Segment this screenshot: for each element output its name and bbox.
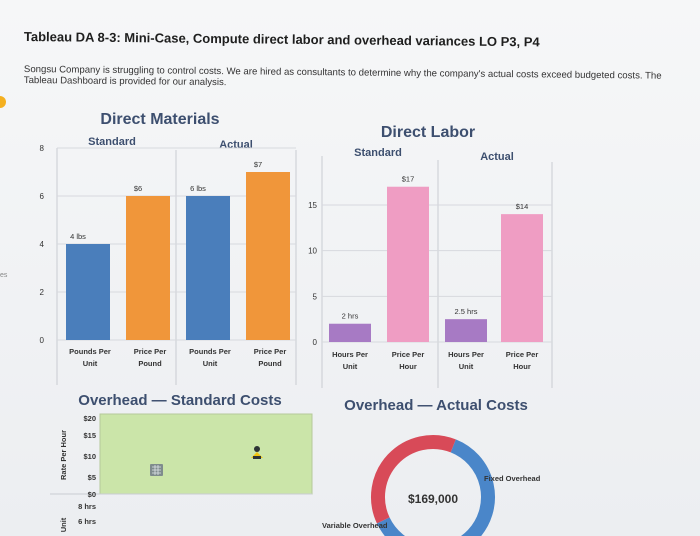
dm-y-tick: 8 bbox=[40, 144, 45, 153]
dl-y-tick: 0 bbox=[313, 338, 318, 347]
dm-data-label: $7 bbox=[254, 160, 262, 169]
ohs-y-label: Rate Per Hour bbox=[59, 430, 68, 480]
direct-materials-chart: Direct Materials Standard Actual 8 6 4 2 0 4… bbox=[40, 111, 297, 385]
ohs-y-tick: $5 bbox=[88, 473, 96, 482]
ohs-y-label-bottom: Unit bbox=[59, 517, 68, 532]
dm-x-label: Price Per bbox=[254, 347, 287, 356]
dm-data-label: $6 bbox=[134, 184, 142, 193]
ohs-y-tick: $15 bbox=[83, 431, 96, 440]
worker-icon bbox=[251, 446, 263, 459]
oha-slice bbox=[371, 435, 456, 524]
dm-data-label: 6 lbs bbox=[190, 184, 206, 193]
dl-x-label-line2: Unit bbox=[343, 362, 358, 371]
overhead-standard-chart: Overhead — Standard Costs Rate Per Hour … bbox=[50, 392, 313, 532]
ohs-y-tick: $10 bbox=[83, 452, 96, 461]
dl-x-label: Hours Per bbox=[448, 350, 484, 359]
dm-y-tick: 4 bbox=[40, 240, 45, 249]
dm-bar bbox=[246, 172, 290, 340]
dm-bar bbox=[126, 196, 170, 340]
dm-y-tick: 2 bbox=[40, 288, 45, 297]
oha-legend-fixed: Fixed Overhead bbox=[484, 474, 541, 483]
dl-bar bbox=[445, 319, 487, 342]
oha-legend-variable: Variable Overhead bbox=[322, 521, 388, 530]
dl-y-axis: 15 10 5 0 bbox=[308, 201, 317, 347]
dl-y-tick: 5 bbox=[313, 292, 318, 301]
dm-x-label-line2: Pound bbox=[138, 359, 162, 368]
dl-x-label: Hours Per bbox=[332, 350, 368, 359]
ohs-y-tick: $0 bbox=[88, 490, 96, 499]
dl-y-tick: 10 bbox=[308, 247, 317, 256]
dl-group-standard: Standard bbox=[354, 147, 402, 159]
ohs-y-tick-bottom: 6 hrs bbox=[78, 517, 96, 526]
margin-text: es bbox=[0, 272, 8, 279]
oha-total: $169,000 bbox=[408, 492, 458, 506]
dm-x-label-line2: Pound bbox=[258, 359, 282, 368]
dl-title: Direct Labor bbox=[381, 124, 475, 141]
dm-bars: 4 lbs $6 6 lbs $7 bbox=[66, 160, 290, 340]
dm-x-label: Price Per bbox=[134, 347, 167, 356]
dm-y-tick: 6 bbox=[40, 192, 45, 201]
oha-title: Overhead — Actual Costs bbox=[344, 397, 528, 414]
oha-slice bbox=[376, 439, 495, 536]
dm-x-axis: Pounds Per Unit Price Per Pound Pounds Per Un… bbox=[69, 347, 286, 368]
dl-x-label-line2: Hour bbox=[513, 362, 531, 371]
dm-title: Direct Materials bbox=[100, 111, 219, 128]
dl-x-label-line2: Hour bbox=[399, 362, 417, 371]
ohs-y-tick-bottom: 8 hrs bbox=[78, 502, 96, 511]
overhead-actual-chart: Overhead — Actual Costs $169,000 Fixed O… bbox=[322, 397, 541, 536]
dl-x-label: Price Per bbox=[392, 350, 425, 359]
dl-data-label: 2.5 hrs bbox=[455, 307, 478, 316]
dl-data-label: $14 bbox=[516, 202, 529, 211]
dl-bars: 2 hrs $17 2.5 hrs $14 bbox=[329, 175, 543, 342]
dl-group-actual: Actual bbox=[480, 151, 514, 163]
dl-bar bbox=[329, 323, 371, 342]
dl-y-tick: 15 bbox=[308, 201, 317, 210]
dm-x-label-line2: Unit bbox=[203, 359, 218, 368]
dm-x-label-line2: Unit bbox=[83, 359, 98, 368]
dm-x-label: Pounds Per bbox=[189, 347, 231, 356]
direct-labor-chart: Direct Labor Standard Actual 15 10 5 0 2 hr… bbox=[308, 124, 553, 388]
ohs-plot-area bbox=[99, 413, 313, 495]
dm-y-tick: 0 bbox=[40, 336, 45, 345]
dm-bar bbox=[66, 244, 110, 340]
ohs-y-axis: $20 $15 $10 $5 $0 8 hrs 6 hrs bbox=[78, 414, 96, 526]
dm-group-standard: Standard bbox=[88, 136, 136, 148]
oha-donut bbox=[371, 435, 495, 536]
dl-data-label: 2 hrs bbox=[342, 312, 359, 321]
dl-data-label: $17 bbox=[402, 175, 415, 184]
grid-icon bbox=[150, 464, 163, 476]
dl-x-axis: Hours Per Unit Price Per Hour Hours Per Unit P… bbox=[332, 350, 538, 371]
dl-x-label-line2: Unit bbox=[459, 362, 474, 371]
margin-marker bbox=[0, 96, 6, 108]
ohs-title: Overhead — Standard Costs bbox=[78, 392, 281, 409]
dm-group-actual: Actual bbox=[219, 139, 253, 151]
dm-data-label: 4 lbs bbox=[70, 232, 86, 241]
dm-x-label: Pounds Per bbox=[69, 347, 111, 356]
ohs-y-tick: $20 bbox=[83, 414, 96, 423]
dl-x-label: Price Per bbox=[506, 350, 539, 359]
dm-bar bbox=[186, 196, 230, 340]
dl-bar bbox=[501, 214, 543, 342]
dm-y-axis: 8 6 4 2 0 bbox=[40, 144, 45, 345]
dl-bar bbox=[387, 186, 429, 342]
